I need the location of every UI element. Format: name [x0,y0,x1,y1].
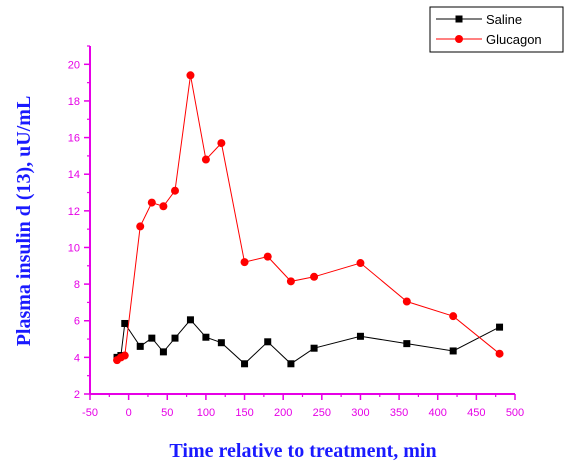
series-layer [113,71,504,368]
series-saline [113,316,504,368]
series-line-saline [116,319,500,365]
data-point-glucagon [356,259,365,268]
y-tick-label: 2 [74,389,80,401]
legend-box [429,6,564,53]
data-point-saline [310,344,318,352]
legend-label-glucagon: Glucagon [486,32,542,47]
data-point-saline [496,323,504,331]
data-point-saline [186,316,194,324]
data-point-glucagon [495,349,504,358]
data-point-glucagon [201,155,210,164]
data-point-saline [121,319,129,327]
data-point-glucagon [240,258,249,267]
x-tick-label: 450 [467,407,485,419]
data-point-saline [241,360,249,368]
data-point-glucagon [263,252,272,261]
data-point-saline [136,342,144,350]
axes: -50 0 50 100 150 200 250 300 350 400 450 500 2 4 6 8 10 1… [68,45,524,419]
data-point-saline [356,332,364,340]
y-tick-label: 12 [68,206,80,218]
data-point-saline [287,360,295,368]
data-point-glucagon [159,202,168,211]
data-point-saline [264,338,272,346]
y-tick-label: 16 [68,133,80,145]
data-point-glucagon [136,222,145,231]
x-axis-title: Time relative to treatment, min [169,440,436,462]
data-point-glucagon [217,139,226,148]
data-point-glucagon [449,312,458,321]
data-point-glucagon [147,198,156,207]
x-tick-label: 500 [506,407,524,419]
x-tick-label: 250 [313,407,331,419]
data-point-saline [159,348,167,356]
x-tick-label: 50 [161,407,173,419]
y-tick-label: 10 [68,242,80,254]
data-point-saline [148,334,156,342]
data-point-saline [217,339,225,347]
x-tick-label: 400 [429,407,447,419]
x-tick-label: 0 [126,407,132,419]
series-line-glucagon [116,75,500,361]
legend-label-saline: Saline [486,12,522,27]
y-tick-label: 6 [74,316,80,328]
data-point-glucagon [120,351,129,360]
y-tick-label: 18 [68,96,80,108]
y-axis-title: Plasma insulin d (13), uU/mL [13,96,35,347]
x-tick-label: 100 [197,407,215,419]
x-tick-label: 300 [351,407,369,419]
series-glucagon [113,71,504,365]
data-point-saline [403,340,411,348]
data-point-saline [449,347,457,355]
x-tick-label: -50 [82,407,98,419]
data-point-glucagon [286,277,295,286]
y-tick-label: 4 [74,352,80,364]
x-tick-label: 350 [390,407,408,419]
data-point-glucagon [310,272,319,281]
legend: Saline Glucagon [429,6,564,53]
x-tick-label: 200 [274,407,292,419]
y-tick-label: 20 [68,59,80,71]
data-point-glucagon [402,297,411,306]
x-tick-label: 150 [235,407,253,419]
y-tick-label: 8 [74,279,80,291]
data-point-saline [202,333,210,341]
legend-marker-saline [455,15,463,23]
legend-marker-glucagon [455,35,463,43]
data-point-saline [171,334,179,342]
data-point-glucagon [186,71,195,80]
y-tick-label: 14 [68,169,80,181]
data-point-glucagon [171,186,179,195]
